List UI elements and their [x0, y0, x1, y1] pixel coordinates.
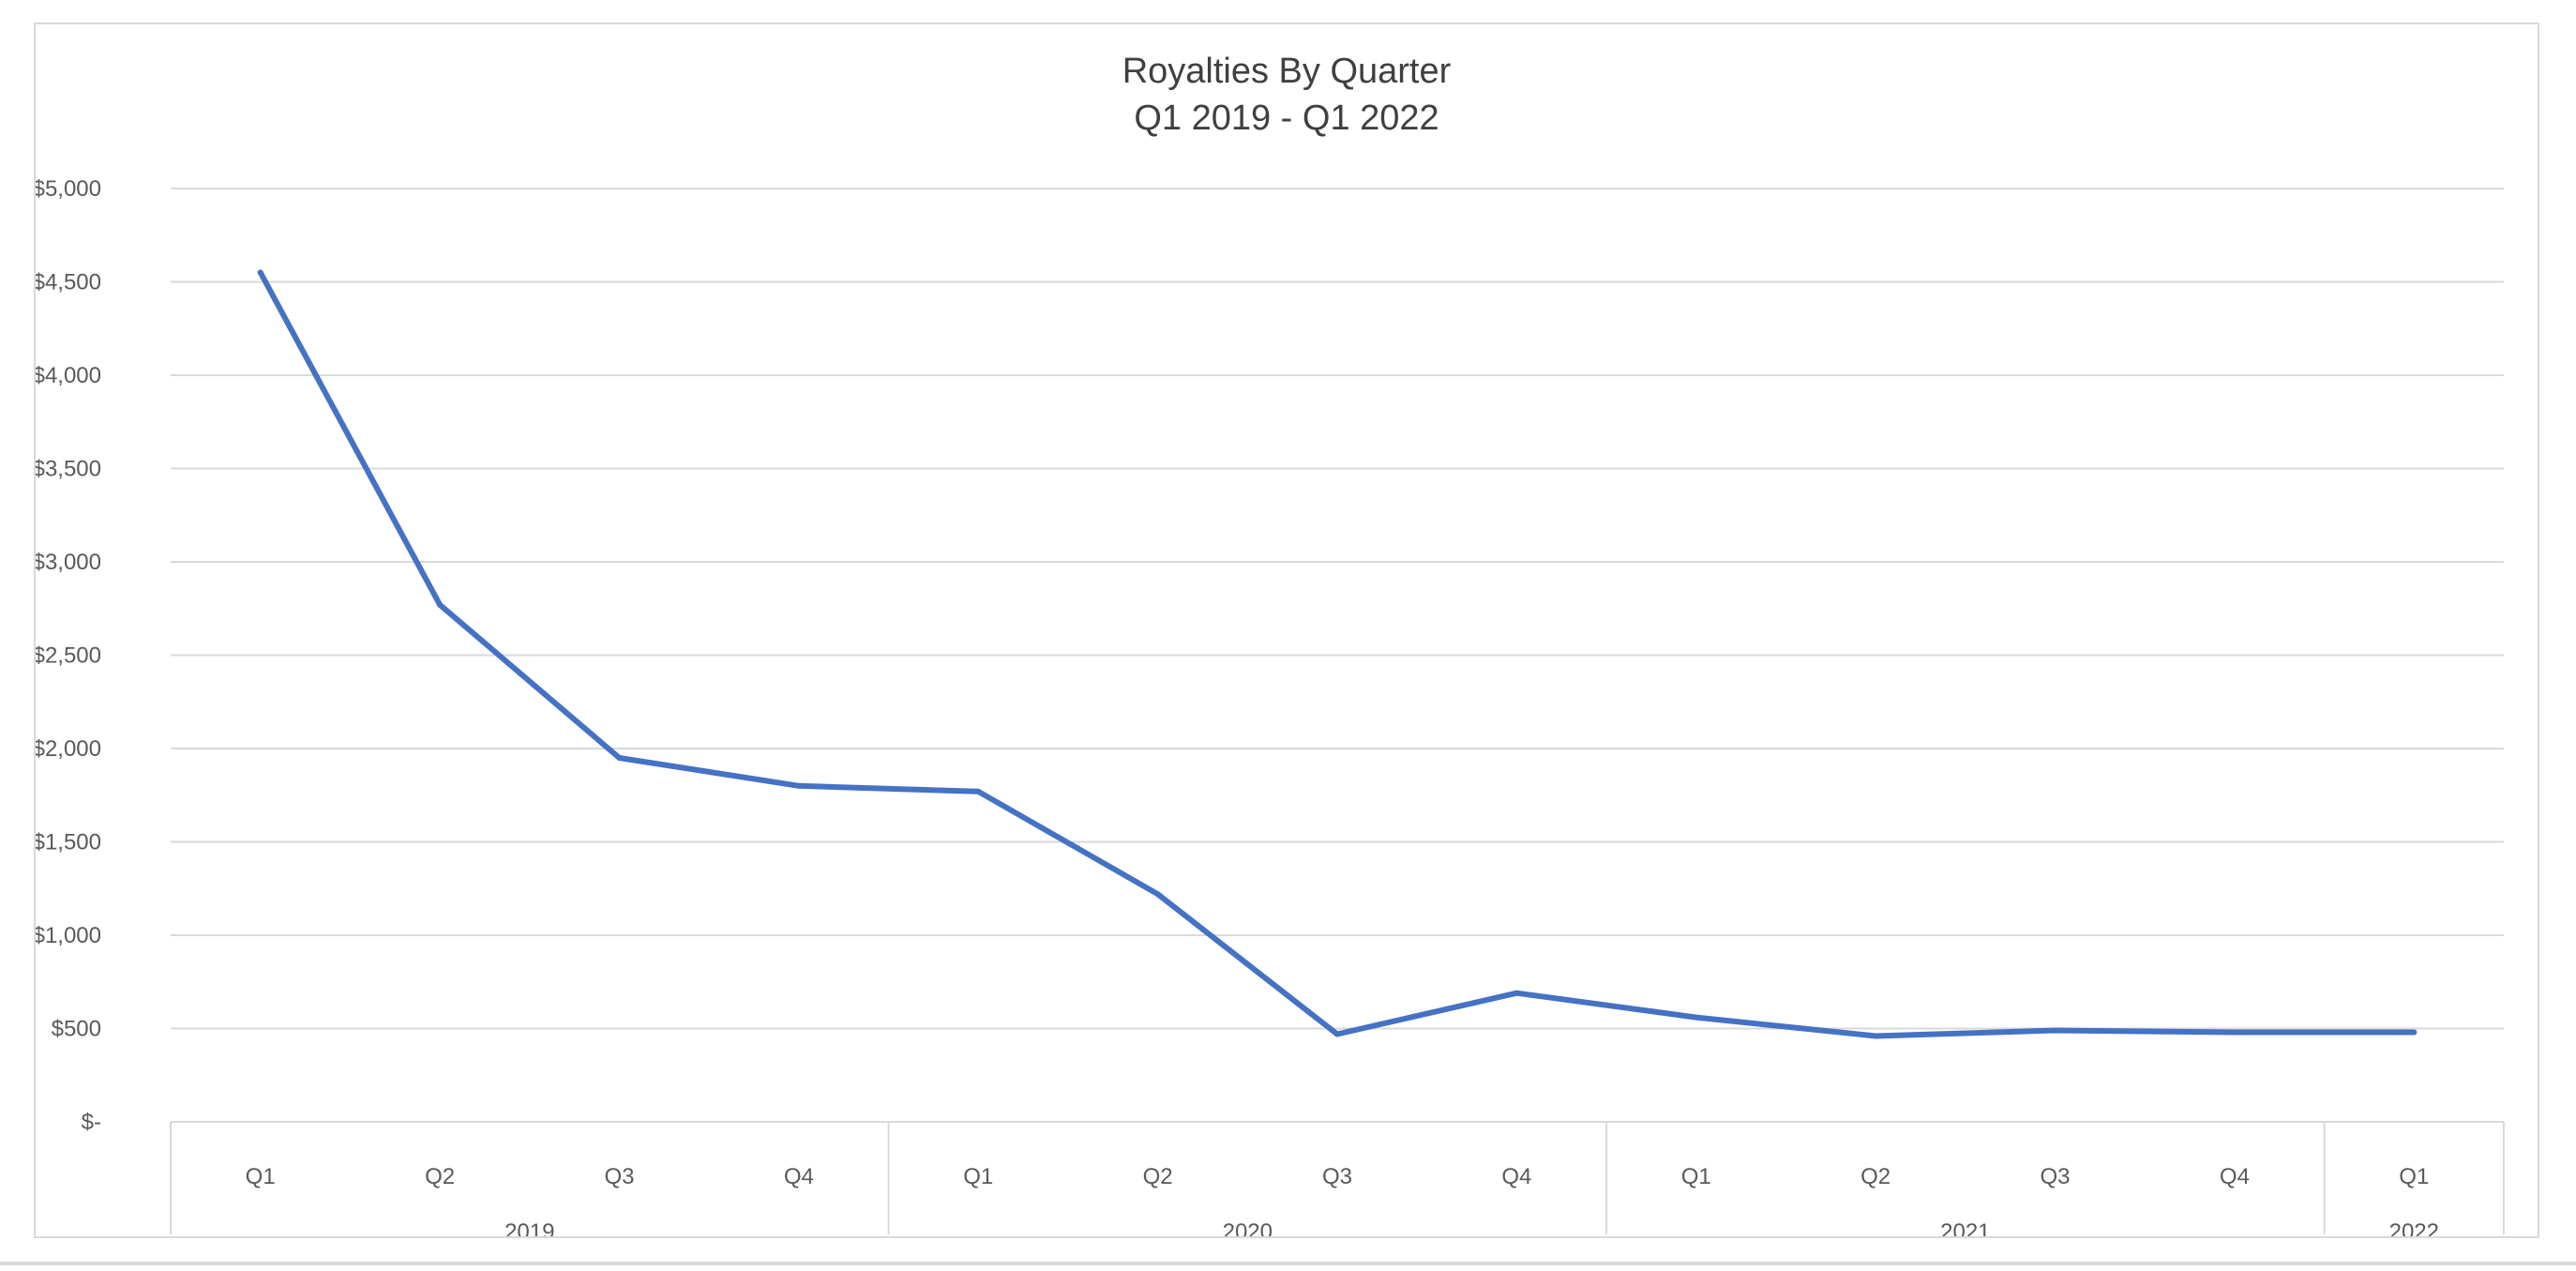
- y-tick-label: $-: [82, 1110, 101, 1135]
- y-tick-label: $1,000: [36, 923, 101, 948]
- y-tick-label: $1,500: [36, 830, 101, 855]
- data-point: [2411, 1029, 2418, 1036]
- x-tick-label: Q2: [425, 1164, 455, 1189]
- y-tick-label: $3,000: [36, 550, 101, 575]
- x-tick-label: Q4: [784, 1164, 814, 1189]
- data-point: [795, 782, 802, 789]
- data-point: [2052, 1027, 2058, 1034]
- series-area: [257, 269, 2418, 1039]
- data-point: [437, 601, 444, 608]
- data-point: [1334, 1031, 1340, 1037]
- data-point: [257, 269, 264, 276]
- x-group-label: 2021: [1940, 1219, 1990, 1236]
- data-point: [2231, 1029, 2237, 1036]
- data-point: [1693, 1014, 1699, 1021]
- data-point: [1154, 891, 1161, 898]
- gridlines: [171, 188, 2504, 1123]
- y-tick-label: $2,500: [36, 643, 101, 669]
- chart-area: Royalties By Quarter Q1 2019 - Q1 2022 $…: [33, 23, 2539, 1245]
- x-tick-label: Q1: [2399, 1164, 2429, 1189]
- x-tick-label: Q1: [1681, 1164, 1711, 1189]
- y-tick-label: $500: [52, 1017, 101, 1042]
- x-tick-label: Q4: [1501, 1164, 1531, 1189]
- y-tick-label: $4,000: [36, 363, 101, 388]
- x-tick-label: Q1: [963, 1164, 993, 1189]
- x-group-label: 2022: [2389, 1219, 2439, 1236]
- y-tick-label: $2,000: [36, 736, 101, 762]
- y-tick-label: $4,500: [36, 270, 101, 295]
- x-group-label: 2019: [505, 1219, 554, 1236]
- line-chart: Royalties By Quarter Q1 2019 - Q1 2022 $…: [33, 52, 2505, 1245]
- x-tick-label: Q1: [246, 1164, 276, 1189]
- data-point: [975, 788, 982, 794]
- chart-subtitle: Q1 2019 - Q1 2022: [1134, 98, 1439, 138]
- data-point: [1514, 990, 1520, 996]
- bottom-divider: [0, 1262, 2576, 1265]
- y-tick-label: $3,500: [36, 457, 101, 482]
- x-tick-label: Q3: [1322, 1164, 1352, 1189]
- x-tick-label: Q2: [1143, 1164, 1173, 1189]
- x-tick-label: Q3: [604, 1164, 634, 1189]
- x-tick-label: Q3: [2041, 1164, 2071, 1189]
- y-tick-label: $5,000: [36, 176, 101, 202]
- chart-title: Royalties By Quarter: [1122, 52, 1452, 91]
- x-tick-label: Q2: [1860, 1164, 1891, 1189]
- x-axis: Q1 Q2 Q3 Q4 Q1 Q2 Q3 Q4 Q1 Q2 Q3 Q4 Q1 2019 2020 2021 20…: [170, 1122, 2505, 1245]
- x-tick-label: Q4: [2220, 1164, 2250, 1189]
- data-point: [616, 754, 623, 761]
- x-group-label: 2020: [1223, 1219, 1273, 1236]
- y-axis-tick-labels: $- $500 $1,000 $1,500 $2,000 $2,500 $3,000 $3,5…: [33, 176, 101, 1135]
- data-point: [1873, 1033, 1879, 1039]
